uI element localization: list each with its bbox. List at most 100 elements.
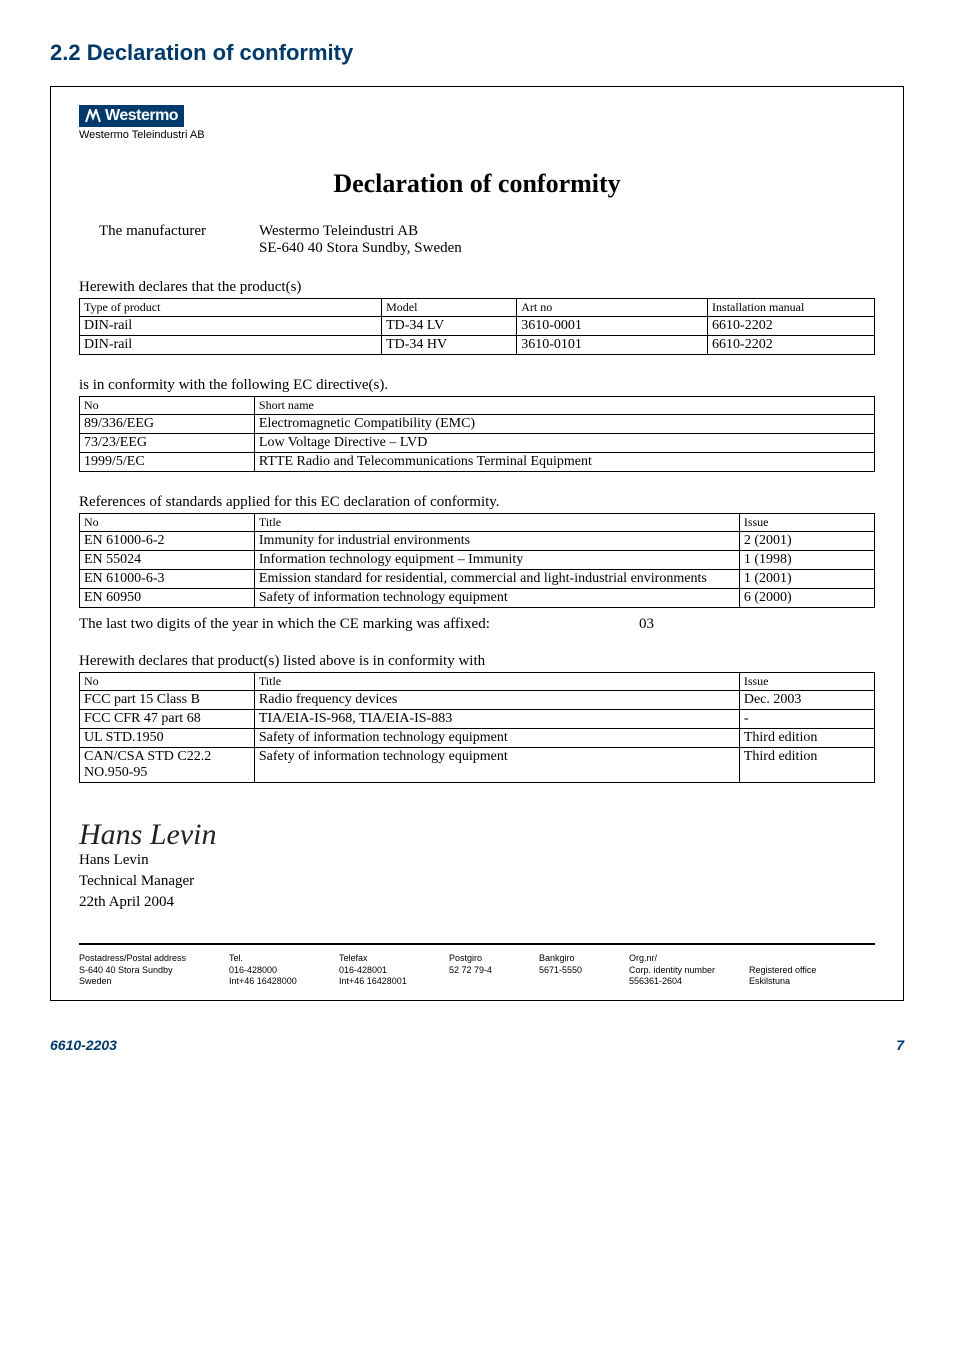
page-footer-left: 6610-2203 [50,1037,117,1053]
footer-tel-1: 016-428000 [229,965,319,977]
footer-tel-2: Int+46 16428000 [229,976,319,988]
footer-tel: Tel. 016-428000 Int+46 16428000 [229,953,319,988]
table-cell: DIN-rail [80,317,382,336]
table-cell: DIN-rail [80,336,382,355]
table-row: EN 60950Safety of information technology… [80,589,875,608]
manufacturer-value: Westermo Teleindustri AB SE-640 40 Stora… [259,223,462,257]
table-row: DIN-railTD-34 HV3610-01016610-2202 [80,336,875,355]
affixed-row: The last two digits of the year in which… [79,616,875,633]
logo-subtitle: Westermo Teleindustri AB [79,129,875,141]
table-row: EN 61000-6-3Emission standard for reside… [80,570,875,589]
table-cell: Immunity for industrial environments [254,532,739,551]
table-cell: 2 (2001) [739,532,874,551]
table-cell: - [739,710,874,729]
section-heading: 2.2 Declaration of conformity [50,40,904,66]
table-cell: EN 55024 [80,551,255,570]
table-cell: Emission standard for residential, comme… [254,570,739,589]
table-row: 89/336/EEGElectromagnetic Compatibility … [80,415,875,434]
table-cell: Radio frequency devices [254,691,739,710]
conformity-text: is in conformity with the following EC d… [79,377,875,394]
table-cell: FCC part 15 Class B [80,691,255,710]
page-footer: 6610-2203 7 [50,1037,904,1053]
standards-table: NoTitleIssueEN 61000-6-2Immunity for ind… [79,513,875,608]
footer-org-h2: Corp. identity number [629,965,729,977]
footer-separator [79,943,875,945]
footer-address: Postadress/Postal address S-640 40 Stora… [79,953,209,988]
manufacturer-label: The manufacturer [99,223,259,257]
sig-date: 22th April 2004 [79,892,875,913]
table-header: Art no [517,299,708,317]
directives-table: NoShort name89/336/EEGElectromagnetic Co… [79,396,875,472]
references-text: References of standards applied for this… [79,494,875,511]
table-header: Installation manual [708,299,875,317]
table-cell: Electromagnetic Compatibility (EMC) [254,415,874,434]
table-row: 73/23/EEGLow Voltage Directive – LVD [80,434,875,453]
table-header: Type of product [80,299,382,317]
table-cell: Third edition [739,729,874,748]
signature-block: Hans Levin Technical Manager 22th April … [79,850,875,913]
table-cell: EN 60950 [80,589,255,608]
footer-org-h1: Org.nr/ [629,953,729,965]
table-row: EN 55024Information technology equipment… [80,551,875,570]
table-cell: 6610-2202 [708,317,875,336]
footer-postgiro: Postgiro 52 72 79-4 [449,953,519,988]
table-cell: 1999/5/EC [80,453,255,472]
table-cell: UL STD.1950 [80,729,255,748]
table-cell: Information technology equipment – Immun… [254,551,739,570]
table-row: UL STD.1950Safety of information technol… [80,729,875,748]
table-header: Issue [739,514,874,532]
footer-fax: Telefax 016-428001 Int+46 16428001 [339,953,429,988]
westermo-icon [85,109,101,123]
table-cell: FCC CFR 47 part 68 [80,710,255,729]
table-row: 1999/5/ECRTTE Radio and Telecommunicatio… [80,453,875,472]
table-cell: TIA/EIA-IS-968, TIA/EIA-IS-883 [254,710,739,729]
footer-reg-empty [749,953,816,965]
table-cell: 6610-2202 [708,336,875,355]
table-header: No [80,673,255,691]
sig-name: Hans Levin [79,850,875,871]
footer-fax-2: Int+46 16428001 [339,976,429,988]
table-header: Title [254,673,739,691]
document-frame: Westermo Westermo Teleindustri AB Declar… [50,86,904,1001]
table-cell: CAN/CSA STD C22.2 NO.950-95 [80,748,255,783]
declares-text: Herewith declares that the product(s) [79,279,875,296]
manufacturer-addr: SE-640 40 Stora Sundby, Sweden [259,240,462,257]
logo-text: Westermo [105,107,178,125]
table-cell: Safety of information technology equipme… [254,729,739,748]
logo: Westermo [79,105,875,127]
footer-addr-2: Sweden [79,976,209,988]
footer: Postadress/Postal address S-640 40 Stora… [79,953,875,988]
products-table: Type of productModelArt noInstallation m… [79,298,875,355]
footer-org-1: 556361-2604 [629,976,729,988]
footer-orgnr: Org.nr/ Corp. identity number 556361-260… [629,953,729,988]
table-row: CAN/CSA STD C22.2 NO.950-95Safety of inf… [80,748,875,783]
footer-addr-1: S-640 40 Stora Sundby [79,965,209,977]
footer-reg-h: Registered office [749,965,816,977]
table-cell: EN 61000-6-2 [80,532,255,551]
table-cell: Third edition [739,748,874,783]
footer-addr-h: Postadress/Postal address [79,953,209,965]
footer-registered: Registered office Eskilstuna [749,953,816,988]
footer-bankgiro: Bankgiro 5671-5550 [539,953,609,988]
signature-script: Hans Levin [79,821,875,848]
logo-badge: Westermo [79,105,184,127]
table-cell: TD-34 LV [382,317,517,336]
table-cell: 89/336/EEG [80,415,255,434]
affixed-label: The last two digits of the year in which… [79,616,639,633]
footer-reg-1: Eskilstuna [749,976,816,988]
manufacturer-name: Westermo Teleindustri AB [259,223,462,240]
table-cell: TD-34 HV [382,336,517,355]
table-cell: 3610-0101 [517,336,708,355]
table-row: DIN-railTD-34 LV3610-00016610-2202 [80,317,875,336]
footer-fax-h: Telefax [339,953,429,965]
manufacturer-row: The manufacturer Westermo Teleindustri A… [99,223,875,257]
table-row: FCC CFR 47 part 68TIA/EIA-IS-968, TIA/EI… [80,710,875,729]
table-cell: 1 (1998) [739,551,874,570]
affixed-value: 03 [639,616,654,633]
table-cell: Safety of information technology equipme… [254,589,739,608]
table-header: Model [382,299,517,317]
table-header: Short name [254,397,874,415]
table-header: No [80,397,255,415]
table-cell: EN 61000-6-3 [80,570,255,589]
footer-bg-h: Bankgiro [539,953,609,965]
